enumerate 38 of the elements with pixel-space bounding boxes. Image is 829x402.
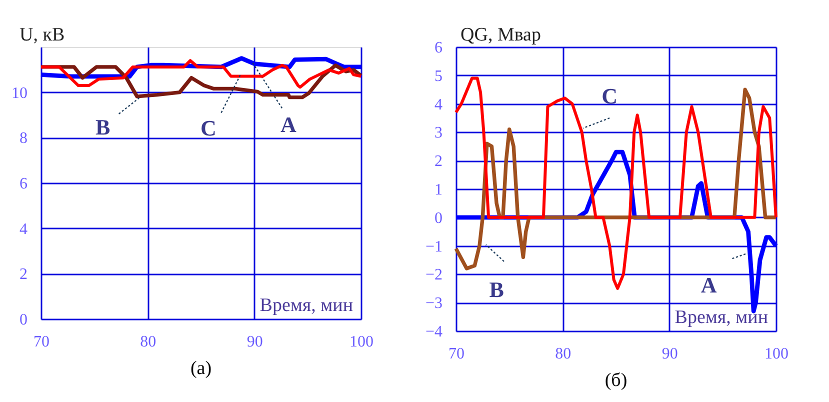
- y-tick-label: −3: [425, 295, 442, 312]
- x-tick-label: 90: [662, 346, 678, 362]
- y-tick-label: 6: [434, 40, 442, 56]
- y-tick-label: 4: [20, 220, 28, 238]
- x-tick-label: 80: [140, 334, 156, 350]
- line-series: [40, 59, 362, 89]
- text: A: [280, 112, 297, 138]
- series-label: A: [700, 272, 717, 298]
- y-tick-label: 2: [20, 266, 28, 284]
- y-tick-label: 10: [12, 84, 28, 102]
- y-tick-label: 3: [434, 124, 442, 142]
- x-axis-title: Время, мин: [260, 295, 353, 316]
- y-tick-label: 0: [20, 312, 28, 328]
- y-tick-label: 2: [434, 153, 442, 170]
- text: (б): [604, 370, 628, 391]
- series-label: B: [489, 276, 504, 302]
- x-tick-label: 80: [555, 346, 572, 362]
- y-tick-label: 1: [434, 182, 442, 198]
- text: (а): [190, 358, 212, 379]
- x-axis-title: Время, мин: [674, 307, 768, 328]
- y-axis-title: QG, Мвар: [460, 24, 541, 46]
- y-tick-label: −2: [425, 266, 442, 284]
- y-tick-label: 4: [434, 96, 442, 114]
- y-tick-label: 5: [434, 68, 442, 85]
- x-tick-label: 70: [448, 346, 464, 362]
- y-tick-label: 8: [20, 130, 28, 148]
- x-tick-label: 100: [350, 334, 374, 350]
- y-axis-title: U, кВ: [20, 24, 65, 46]
- x-tick-label: 90: [246, 334, 263, 350]
- y-tick-label: 6: [20, 176, 28, 192]
- x-tick-label: 70: [34, 334, 50, 350]
- x-tick-label: 100: [764, 346, 788, 362]
- y-tick-label: 0: [434, 210, 442, 227]
- series-label: C: [602, 84, 618, 109]
- y-tick-label: −1: [425, 238, 442, 256]
- y-tick-label: −4: [425, 324, 442, 340]
- series-label: B: [96, 114, 111, 140]
- series-label: C: [200, 116, 216, 141]
